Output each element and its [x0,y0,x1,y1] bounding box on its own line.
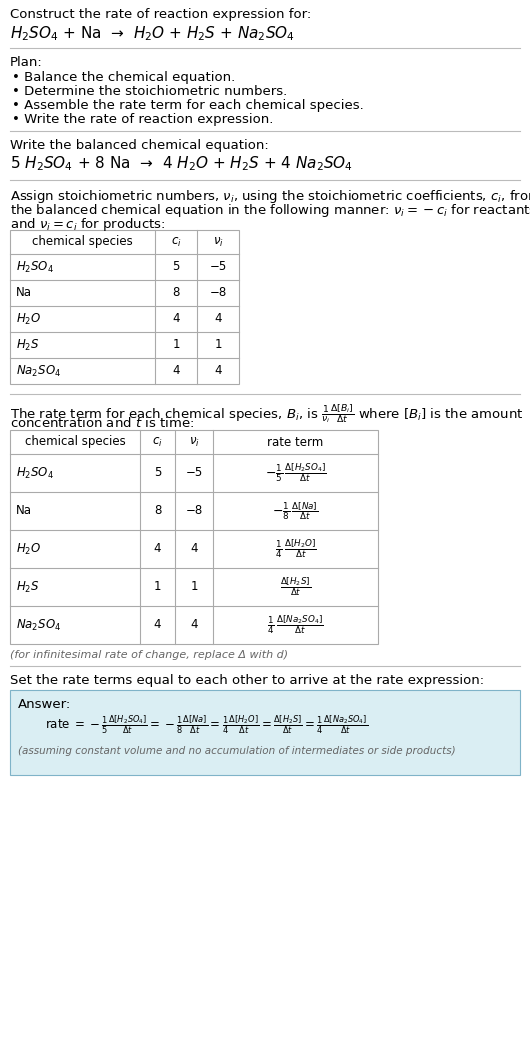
Text: 4: 4 [214,313,222,325]
Text: (for infinitesimal rate of change, replace Δ with d): (for infinitesimal rate of change, repla… [10,650,288,660]
Text: $c_i$: $c_i$ [171,235,181,249]
Text: Write the balanced chemical equation:: Write the balanced chemical equation: [10,139,269,152]
Text: 1: 1 [190,581,198,593]
Text: Na: Na [16,287,32,299]
Text: $\frac{1}{4}\,\frac{\Delta[H_2O]}{\Delta t}$: $\frac{1}{4}\,\frac{\Delta[H_2O]}{\Delta… [275,538,316,561]
Text: Plan:: Plan: [10,56,43,69]
Text: $-\frac{1}{8}\,\frac{\Delta[Na]}{\Delta t}$: $-\frac{1}{8}\,\frac{\Delta[Na]}{\Delta … [272,500,319,522]
Text: $H_2O$: $H_2O$ [16,312,41,326]
Text: 4: 4 [190,618,198,632]
Text: $Na_2SO_4$: $Na_2SO_4$ [16,363,61,379]
Text: Na: Na [16,504,32,518]
Text: 8: 8 [154,504,161,518]
Text: concentration and $t$ is time:: concentration and $t$ is time: [10,416,194,430]
Text: −8: −8 [186,504,202,518]
Text: chemical species: chemical species [32,235,133,249]
Text: 1: 1 [172,339,180,351]
Text: $\nu_i$: $\nu_i$ [213,235,224,249]
Text: 4: 4 [154,618,161,632]
Text: The rate term for each chemical species, $B_i$, is $\frac{1}{\nu_i}\frac{\Delta[: The rate term for each chemical species,… [10,402,524,425]
Text: $H_2S$: $H_2S$ [16,338,40,353]
Text: the balanced chemical equation in the following manner: $\nu_i = -c_i$ for react: the balanced chemical equation in the fo… [10,202,530,219]
Text: $-\frac{1}{5}\,\frac{\Delta[H_2SO_4]}{\Delta t}$: $-\frac{1}{5}\,\frac{\Delta[H_2SO_4]}{\D… [264,461,326,484]
Text: Assign stoichiometric numbers, $\nu_i$, using the stoichiometric coefficients, $: Assign stoichiometric numbers, $\nu_i$, … [10,188,530,205]
Text: (assuming constant volume and no accumulation of intermediates or side products): (assuming constant volume and no accumul… [18,746,456,756]
Text: 8: 8 [172,287,180,299]
Text: 4: 4 [154,543,161,555]
Text: −5: −5 [209,260,227,273]
Text: $c_i$: $c_i$ [152,435,163,449]
Text: $Na_2SO_4$: $Na_2SO_4$ [16,617,61,633]
Text: $H_2SO_4$: $H_2SO_4$ [16,465,54,480]
Text: −8: −8 [209,287,227,299]
Text: $H_2O$: $H_2O$ [16,542,41,556]
Text: $\frac{\Delta[H_2S]}{\Delta t}$: $\frac{\Delta[H_2S]}{\Delta t}$ [280,575,311,598]
Text: −5: −5 [186,467,202,479]
Text: 4: 4 [172,364,180,378]
Text: rate $= -\frac{1}{5}\frac{\Delta[H_2SO_4]}{\Delta t}= -\frac{1}{8}\frac{\Delta[N: rate $= -\frac{1}{5}\frac{\Delta[H_2SO_4… [45,714,368,736]
Text: 4: 4 [190,543,198,555]
Text: chemical species: chemical species [24,435,126,449]
Text: 5: 5 [172,260,180,273]
Text: • Assemble the rate term for each chemical species.: • Assemble the rate term for each chemic… [12,99,364,112]
Bar [10,230,239,384]
Text: $H_2S$: $H_2S$ [16,579,40,594]
Bar [10,430,378,644]
Text: • Write the rate of reaction expression.: • Write the rate of reaction expression. [12,113,273,126]
Text: • Determine the stoichiometric numbers.: • Determine the stoichiometric numbers. [12,85,287,98]
Text: 1: 1 [154,581,161,593]
Text: $H_2SO_4$: $H_2SO_4$ [16,259,54,274]
Text: 5 $H_2SO_4$ + 8 Na  →  4 $H_2O$ + $H_2S$ + 4 $Na_2SO_4$: 5 $H_2SO_4$ + 8 Na → 4 $H_2O$ + $H_2S$ +… [10,154,353,173]
Text: and $\nu_i = c_i$ for products:: and $\nu_i = c_i$ for products: [10,217,165,233]
Text: Set the rate terms equal to each other to arrive at the rate expression:: Set the rate terms equal to each other t… [10,674,484,687]
Text: Answer:: Answer: [18,698,71,711]
Text: 5: 5 [154,467,161,479]
Text: $H_2SO_4$ + Na  →  $H_2O$ + $H_2S$ + $Na_2SO_4$: $H_2SO_4$ + Na → $H_2O$ + $H_2S$ + $Na_2… [10,24,295,43]
Text: 4: 4 [214,364,222,378]
Text: $\nu_i$: $\nu_i$ [189,435,199,449]
Text: $\frac{1}{4}\,\frac{\Delta[Na_2SO_4]}{\Delta t}$: $\frac{1}{4}\,\frac{\Delta[Na_2SO_4]}{\D… [267,614,324,636]
Text: 4: 4 [172,313,180,325]
Text: • Balance the chemical equation.: • Balance the chemical equation. [12,71,235,84]
Text: 1: 1 [214,339,222,351]
Bar [10,690,520,775]
Text: Construct the rate of reaction expression for:: Construct the rate of reaction expressio… [10,8,311,21]
Text: rate term: rate term [267,435,324,449]
